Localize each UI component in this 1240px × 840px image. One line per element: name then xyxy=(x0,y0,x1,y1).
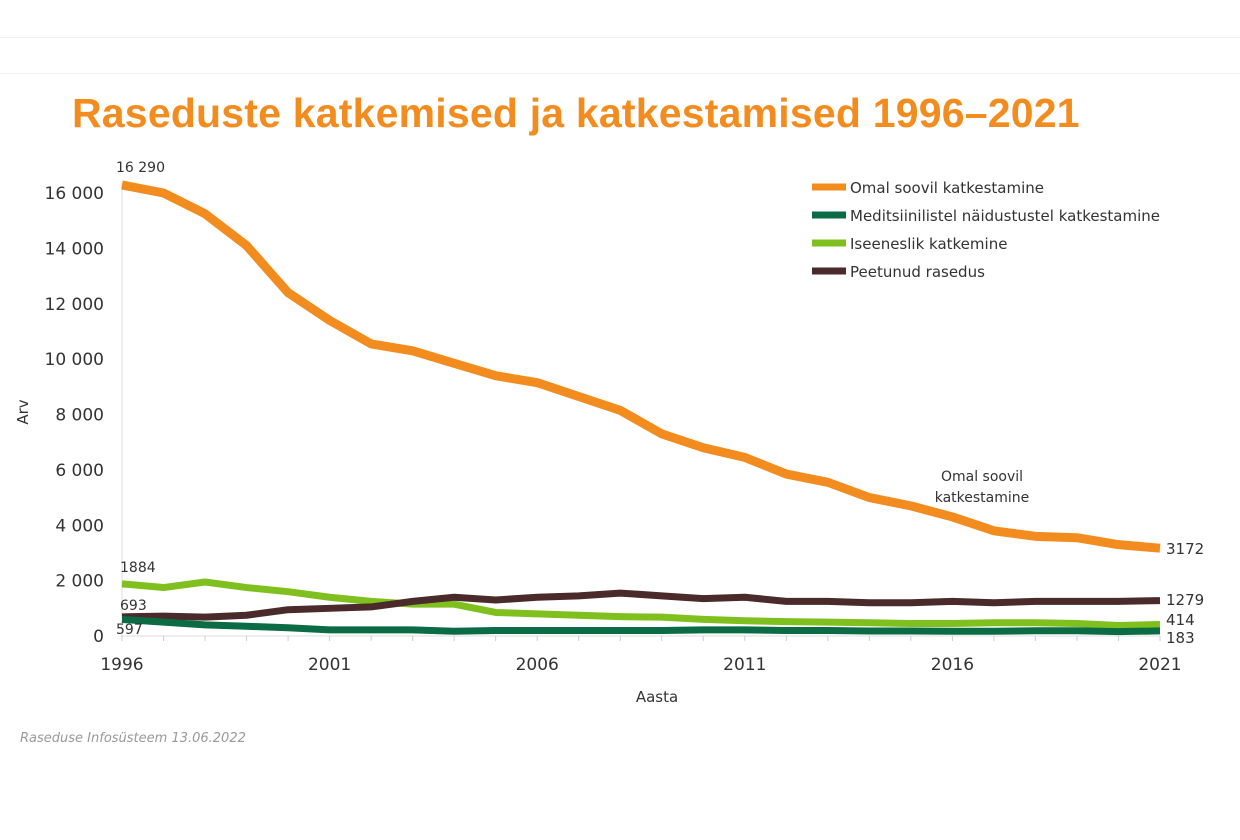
series-line-2 xyxy=(121,578,1161,629)
start-value-label-0: 16 290 xyxy=(116,160,165,176)
y-axis-label: Arv xyxy=(14,399,32,424)
start-value-label-2: 1884 xyxy=(120,560,156,576)
y-tick-label: 8 000 xyxy=(55,406,104,426)
x-axis-label: Aasta xyxy=(636,688,678,706)
y-tick-label: 2 000 xyxy=(55,572,104,592)
legend-label-1: Meditsiinilistel näidustustel katkestami… xyxy=(850,207,1160,225)
x-tick-label: 2016 xyxy=(931,655,974,675)
y-tick-label: 16 000 xyxy=(45,184,104,204)
end-value-label-2: 414 xyxy=(1166,611,1195,629)
axes: 0 2 000 4 000 6 000 8 000 10 000 12 000 14 000 1… xyxy=(45,183,1182,675)
y-tick-label: 0 xyxy=(93,627,104,647)
annotation-line1: Omal soovil xyxy=(941,469,1023,485)
chart-title: Raseduste katkemised ja katkestamised 19… xyxy=(72,90,1080,136)
y-tick-label: 6 000 xyxy=(55,461,104,481)
top-divider xyxy=(0,37,1240,38)
x-tick-label: 2011 xyxy=(723,655,766,675)
x-tick-label: 2021 xyxy=(1138,655,1181,675)
header-divider xyxy=(0,73,1240,74)
y-tick-label: 4 000 xyxy=(55,516,104,536)
x-tick-label: 2001 xyxy=(308,655,351,675)
legend: Omal soovil katkestamine Meditsiinilistel… xyxy=(812,179,1160,281)
series-lines xyxy=(121,180,1161,636)
end-value-label-3: 1279 xyxy=(1166,591,1204,609)
legend-label-2: Iseeneslik katkemine xyxy=(850,235,1007,253)
y-tick-label: 14 000 xyxy=(45,239,104,259)
legend-label-3: Peetunud rasedus xyxy=(850,263,985,281)
legend-label-0: Omal soovil katkestamine xyxy=(850,179,1044,197)
x-tick-label: 1996 xyxy=(100,655,143,675)
y-tick-label: 12 000 xyxy=(45,295,104,315)
series-line-3 xyxy=(121,589,1161,621)
start-value-label-3: 693 xyxy=(120,598,147,614)
start-value-label-1: 597 xyxy=(116,622,143,638)
annotation-line2: katkestamine xyxy=(935,490,1030,506)
end-value-label-0: 3172 xyxy=(1166,540,1204,558)
series-line-1 xyxy=(121,615,1161,636)
data-labels: 16 290 3172 597 183 1884 414 693 1279 xyxy=(116,160,1204,647)
x-tick-label: 2006 xyxy=(516,655,559,675)
source-note: Raseduse Infosüsteem 13.06.2022 xyxy=(20,731,246,746)
end-value-label-1: 183 xyxy=(1166,629,1195,647)
y-tick-label: 10 000 xyxy=(45,350,104,370)
series-line-0 xyxy=(121,180,1161,553)
